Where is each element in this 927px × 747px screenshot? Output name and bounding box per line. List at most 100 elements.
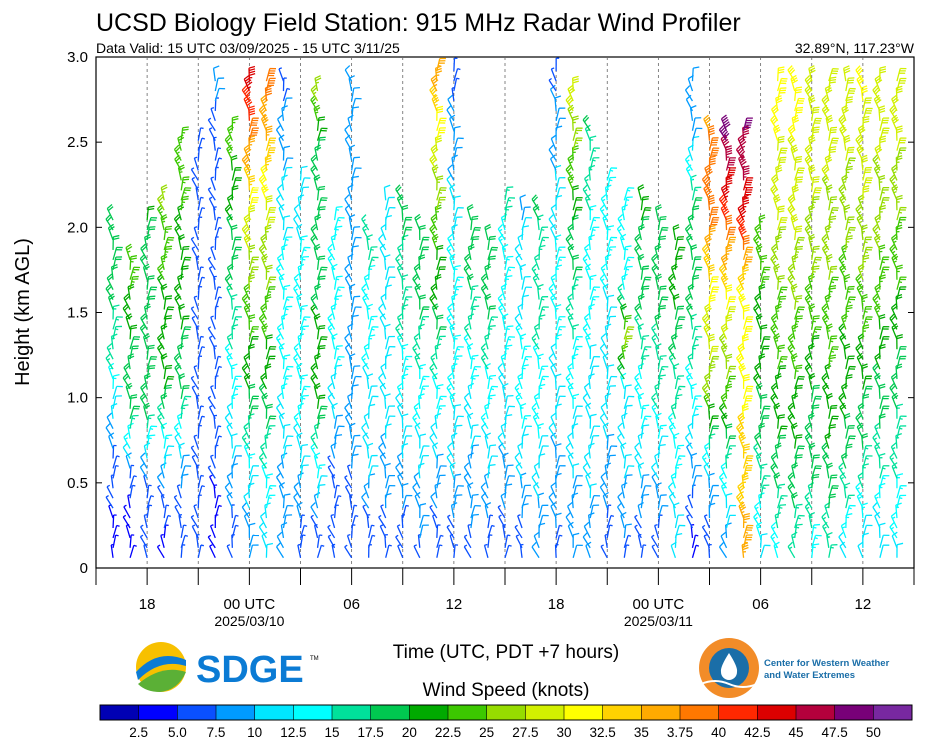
wind-barb — [368, 385, 378, 400]
wind-barb — [572, 336, 583, 350]
wind-barb — [214, 157, 222, 171]
wind-barb — [362, 504, 370, 519]
wind-barb — [519, 472, 527, 489]
wind-barb — [333, 495, 342, 509]
wind-barb — [316, 336, 328, 350]
wind-barb — [214, 77, 225, 92]
wind-barb — [449, 184, 456, 201]
wind-barb — [265, 276, 277, 290]
colorbar-label: 25 — [479, 725, 494, 740]
wind-barb — [532, 482, 540, 499]
colorbar-label: 27.5 — [512, 725, 538, 740]
wind-barb — [293, 204, 302, 221]
wind-barb — [396, 524, 404, 539]
wind-barb — [327, 382, 336, 400]
wind-barb — [316, 405, 328, 419]
wind-barb — [248, 266, 259, 280]
wind-barb — [248, 196, 259, 211]
wind-barb — [550, 342, 557, 360]
wind-barb — [521, 415, 531, 429]
x-tick-date-label: 2025/03/11 — [624, 613, 693, 629]
wind-barb — [180, 256, 192, 270]
wind-barb — [180, 524, 187, 539]
wind-barb — [112, 534, 119, 548]
wind-barb — [214, 435, 222, 449]
wind-barb — [282, 504, 294, 519]
wind-barb — [344, 263, 353, 281]
wind-barb — [316, 197, 328, 211]
wind-barb — [463, 544, 472, 559]
wind-barb — [333, 295, 343, 310]
wind-barb — [436, 453, 444, 469]
wind-barb — [310, 502, 319, 519]
wind-barb — [379, 243, 387, 261]
wind-barb — [265, 415, 277, 429]
wind-barb — [260, 303, 268, 320]
wind-barb — [532, 343, 540, 360]
wind-barb — [241, 85, 251, 102]
wind-barb — [515, 462, 523, 479]
wind-barb — [470, 424, 479, 439]
wind-barb — [310, 363, 319, 380]
wind-barb — [504, 255, 514, 270]
wind-barb — [402, 286, 413, 300]
wind-barb — [538, 514, 549, 529]
wind-barb — [265, 147, 276, 161]
wind-barb — [419, 246, 430, 261]
colorbar-swatch — [293, 705, 333, 720]
wind-barb — [282, 157, 294, 171]
wind-barb — [379, 524, 387, 539]
wind-barb — [385, 474, 395, 489]
wind-barb — [413, 402, 421, 420]
wind-barb — [383, 184, 391, 201]
wind-barb — [197, 266, 204, 280]
wind-barb — [385, 196, 395, 211]
wind-barb — [429, 224, 438, 241]
wind-barb — [157, 194, 165, 211]
wind-barb — [538, 445, 549, 459]
wind-barb — [504, 186, 514, 201]
wind-barb — [333, 425, 345, 439]
wind-barb — [241, 363, 250, 380]
wind-barb — [231, 167, 242, 181]
wind-barb — [296, 432, 303, 449]
wind-barb — [453, 415, 464, 429]
wind-barb — [226, 472, 233, 489]
wind-barb — [265, 355, 276, 370]
wind-barb — [129, 266, 140, 280]
wind-barb — [361, 492, 370, 509]
wind-barb — [436, 326, 447, 340]
wind-barb — [555, 246, 566, 261]
wind-barb — [212, 65, 220, 82]
wind-barb — [504, 394, 514, 409]
wind-barb — [208, 335, 216, 350]
wind-barb — [278, 67, 285, 82]
wind-barb — [248, 127, 259, 141]
wind-barb — [350, 106, 360, 121]
wind-barb — [446, 514, 455, 529]
wind-barb — [538, 365, 549, 380]
wind-barb — [129, 324, 138, 340]
wind-barb — [385, 345, 396, 360]
wind-barb — [231, 445, 242, 459]
wind-barb — [385, 544, 392, 558]
wind-barb — [143, 514, 148, 529]
wind-barb — [487, 374, 497, 390]
wind-barb — [275, 124, 285, 142]
wind-barb — [275, 333, 285, 350]
wind-barb — [296, 223, 303, 241]
wind-barb — [163, 295, 173, 310]
wind-barb — [310, 514, 319, 529]
wind-barb — [214, 87, 226, 102]
wind-barb — [555, 524, 563, 539]
wind-barb — [419, 514, 430, 529]
x-tick-label: 00 UTC — [633, 596, 685, 613]
wind-barb — [265, 137, 277, 151]
wind-barb — [316, 136, 326, 151]
wind-barb — [385, 335, 395, 350]
y-tick-label: 2.5 — [67, 134, 88, 151]
wind-barb — [402, 296, 413, 310]
wind-barb — [429, 432, 438, 449]
wind-barb — [351, 306, 362, 320]
wind-barb — [567, 432, 574, 449]
